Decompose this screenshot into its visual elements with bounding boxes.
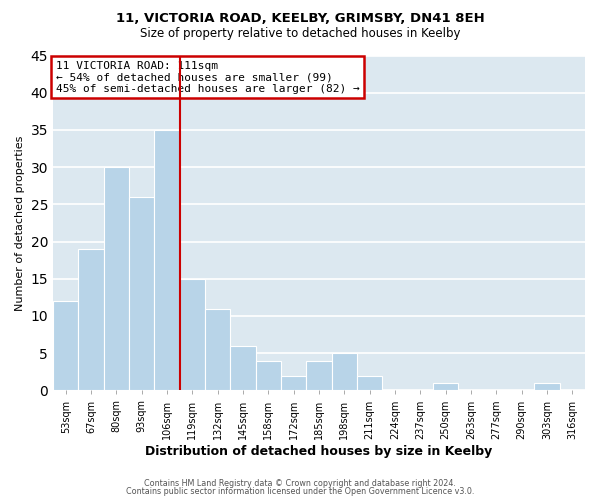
Bar <box>79 249 104 390</box>
Text: 11 VICTORIA ROAD: 111sqm
← 54% of detached houses are smaller (99)
45% of semi-d: 11 VICTORIA ROAD: 111sqm ← 54% of detach… <box>56 60 359 94</box>
X-axis label: Distribution of detached houses by size in Keelby: Distribution of detached houses by size … <box>145 444 493 458</box>
Text: 11, VICTORIA ROAD, KEELBY, GRIMSBY, DN41 8EH: 11, VICTORIA ROAD, KEELBY, GRIMSBY, DN41… <box>116 12 484 26</box>
Bar <box>332 353 357 391</box>
Y-axis label: Number of detached properties: Number of detached properties <box>15 136 25 310</box>
Bar <box>307 360 332 390</box>
Bar <box>179 279 205 390</box>
Bar <box>154 130 179 390</box>
Bar <box>230 346 256 391</box>
Bar <box>53 301 79 390</box>
Text: Contains public sector information licensed under the Open Government Licence v3: Contains public sector information licen… <box>126 487 474 496</box>
Bar <box>535 383 560 390</box>
Bar <box>433 383 458 390</box>
Bar <box>281 376 307 390</box>
Bar <box>357 376 382 390</box>
Bar <box>129 197 154 390</box>
Text: Contains HM Land Registry data © Crown copyright and database right 2024.: Contains HM Land Registry data © Crown c… <box>144 478 456 488</box>
Bar <box>104 167 129 390</box>
Bar <box>205 308 230 390</box>
Text: Size of property relative to detached houses in Keelby: Size of property relative to detached ho… <box>140 28 460 40</box>
Bar <box>256 360 281 390</box>
